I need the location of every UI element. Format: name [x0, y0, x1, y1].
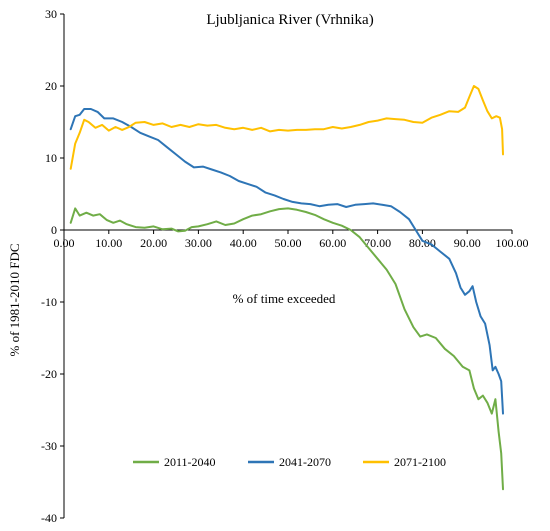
y-tick-label: -10: [41, 295, 57, 309]
y-tick-label: 30: [45, 7, 57, 21]
x-tick-label: 100.00: [496, 236, 529, 250]
y-tick-label: -30: [41, 439, 57, 453]
axes: [63, 14, 512, 518]
x-tick-label: 20.00: [140, 236, 167, 250]
series-line-2071-2100: [69, 85, 504, 170]
series-lines: [69, 85, 504, 491]
legend-label-2071-2100: 2071-2100: [394, 455, 446, 469]
x-tick-label: 80.00: [409, 236, 436, 250]
y-axis-title: % of 1981-2010 FDC: [7, 243, 22, 356]
y-tick-label: 20: [45, 79, 57, 93]
x-axis-title: % of time exceeded: [233, 291, 336, 306]
x-tick-label: 70.00: [364, 236, 391, 250]
legend: 2011-2040 2041-2070 2071-2100: [133, 455, 446, 469]
y-tick-label: 10: [45, 151, 57, 165]
y-tick-label: -20: [41, 367, 57, 381]
x-tick-label: 0.00: [54, 236, 75, 250]
legend-label-2041-2070: 2041-2070: [279, 455, 331, 469]
x-tick-label: 40.00: [230, 236, 257, 250]
x-tick-label: 30.00: [185, 236, 212, 250]
x-tick-label: 60.00: [319, 236, 346, 250]
x-tick-label: 90.00: [454, 236, 481, 250]
legend-label-2011-2040: 2011-2040: [164, 455, 216, 469]
chart-title: Ljubljanica River (Vrhnika): [206, 12, 373, 28]
x-tick-label: 10.00: [95, 236, 122, 250]
y-tick-label: -40: [41, 511, 57, 525]
y-tick-label: 0: [51, 223, 57, 237]
series-line-2041-2070: [69, 108, 504, 415]
ticks: -40 -30 -20 -10 0 10 20 30 0.00 10.00 20.00 30.00 40…: [41, 7, 529, 525]
x-tick-label: 50.00: [275, 236, 302, 250]
series-line-2011-2040: [69, 207, 504, 491]
